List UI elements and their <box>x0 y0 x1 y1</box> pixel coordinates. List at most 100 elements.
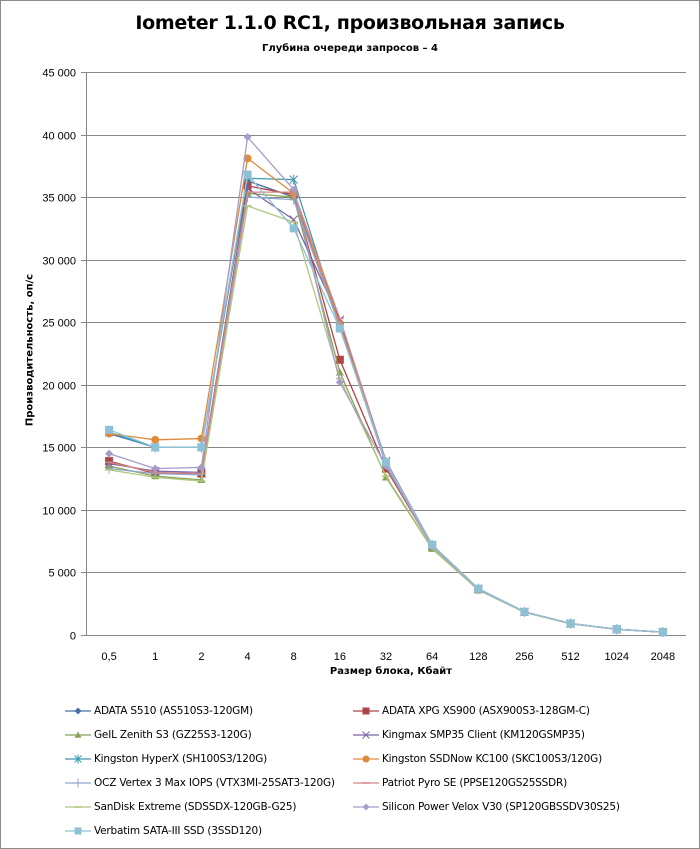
data-point <box>105 457 114 466</box>
x-tick-label: 256 <box>515 651 533 663</box>
legend-label: SanDisk Extreme (SDSSDX-120GB-G25) <box>94 801 297 813</box>
series-1 <box>105 181 667 637</box>
legend-label: GeIL Zenith S3 (GZ25S3-120G) <box>94 729 252 741</box>
legend-swatch-icon <box>65 707 91 715</box>
data-point <box>151 464 160 473</box>
y-tick-label: 20 000 <box>42 381 76 393</box>
legend-label: Patriot Pyro SE (PPSE120GS25SSDR) <box>382 777 568 789</box>
x-tick-label: 128 <box>469 651 487 663</box>
series-line <box>108 191 663 633</box>
legend-item: GeIL Zenith S3 (GZ25S3-120G) <box>65 726 252 744</box>
data-point <box>289 174 299 185</box>
series-8 <box>105 204 667 633</box>
chart-title: Iometer 1.1.0 RC1, произвольная запись <box>135 12 565 34</box>
x-tick-label: 32 <box>380 651 392 663</box>
y-tick-label: 40 000 <box>42 131 76 143</box>
legend-swatch-icon <box>65 731 91 738</box>
legend-item: Kingmax SMP35 Client (KM120GSMP35) <box>353 726 585 744</box>
data-point <box>197 443 206 452</box>
data-point <box>289 224 298 233</box>
series-9 <box>105 133 667 637</box>
data-point <box>197 463 206 472</box>
legend-label: ADATA XPG XS900 (ASX900S3-128GM-C) <box>382 705 590 717</box>
legend-label: Verbatim SATA-III SSD (3SSD120) <box>94 825 262 837</box>
x-tick-label: 64 <box>426 651 438 663</box>
legend-swatch-icon <box>353 731 379 739</box>
series-0 <box>105 176 667 637</box>
legend-item: ADATA S510 (AS510S3-120GM) <box>65 702 253 720</box>
y-tick-label: 45 000 <box>42 68 76 80</box>
y-tick-label: 25 000 <box>42 318 76 330</box>
x-tick-label: 0,5 <box>101 651 116 663</box>
x-tick-label: 2 <box>198 651 204 663</box>
data-point <box>520 607 529 616</box>
data-point <box>105 449 114 458</box>
x-tick-label: 16 <box>334 651 346 663</box>
legend-label: Kingston SSDNow KC100 (SKC100S3/120G) <box>382 753 602 765</box>
line-chart: 0 5 000 10 000 15 000 20 000 25 000 30 000 35 0… <box>42 68 686 663</box>
series-3 <box>104 183 668 637</box>
series-line <box>108 173 663 633</box>
series-line <box>108 157 663 633</box>
legend-label: ADATA S510 (AS510S3-120GM) <box>94 705 253 717</box>
legend-label: Silicon Power Velox V30 (SP120GBSSDV30S2… <box>382 801 620 813</box>
legend-label: Kingston HyperX (SH100S3/120G) <box>94 753 268 765</box>
legend-item: Verbatim SATA-III SSD (3SSD120) <box>65 822 262 840</box>
chart-subtitle: Глубина очереди запросов – 4 <box>262 43 438 54</box>
data-point <box>243 170 252 179</box>
series-10 <box>105 170 667 637</box>
legend-swatch-icon <box>65 778 91 788</box>
y-tick-label: 35 000 <box>42 193 76 205</box>
y-tick-label: 0 <box>70 631 76 643</box>
series-line <box>108 177 663 633</box>
series-6 <box>108 192 664 638</box>
legend-swatch-icon <box>65 754 91 764</box>
legend: ADATA S510 (AS510S3-120GM) ADATA XPG XS90… <box>0 700 700 840</box>
x-tick-label: 1 <box>152 651 158 663</box>
legend-swatch-icon <box>65 827 91 835</box>
y-tick-label: 15 000 <box>42 443 76 455</box>
data-point <box>428 540 437 549</box>
series-line <box>108 179 663 633</box>
y-tick-label: 30 000 <box>42 256 76 268</box>
series-line <box>108 187 663 633</box>
data-point <box>197 434 206 443</box>
x-tick-label: 2048 <box>651 651 675 663</box>
data-point <box>474 584 483 593</box>
data-point <box>335 378 344 387</box>
legend-swatch-icon <box>353 707 379 715</box>
x-tick-label: 4 <box>244 651 250 663</box>
data-point <box>612 625 621 634</box>
data-point <box>335 355 344 364</box>
x-tick-label: 1024 <box>605 651 629 663</box>
data-point <box>105 425 114 434</box>
series-4 <box>104 173 668 638</box>
series-line <box>109 196 663 633</box>
legend-label: OCZ Vertex 3 Max IOPS (VTX3MI-25SAT3-120… <box>94 777 335 789</box>
series-7 <box>105 191 667 633</box>
data-point <box>289 185 298 194</box>
series-line <box>108 204 663 633</box>
data-point <box>566 619 575 628</box>
data-point <box>658 628 667 637</box>
data-point <box>243 133 252 142</box>
x-tick-label: 512 <box>561 651 579 663</box>
data-point <box>104 459 114 468</box>
series-line <box>108 185 663 633</box>
legend-swatch-icon <box>353 803 379 811</box>
data-point <box>243 181 252 190</box>
legend-item: ADATA XPG XS900 (ASX900S3-128GM-C) <box>353 702 590 720</box>
legend-item: SanDisk Extreme (SDSSDX-120GB-G25) <box>65 798 296 816</box>
series-5 <box>105 154 667 637</box>
legend-swatch-icon <box>65 806 91 808</box>
legend-item: OCZ Vertex 3 Max IOPS (VTX3MI-25SAT3-120… <box>65 774 335 792</box>
y-tick-label: 5 000 <box>48 568 76 580</box>
data-point <box>382 458 390 467</box>
legend-item: Kingston HyperX (SH100S3/120G) <box>65 750 267 768</box>
legend-swatch-icon <box>353 755 379 763</box>
x-axis-label: Размер блока, Кбайт <box>329 666 453 677</box>
y-tick-label: 10 000 <box>42 506 76 518</box>
legend-swatch-icon <box>353 782 379 784</box>
data-point <box>243 154 252 163</box>
